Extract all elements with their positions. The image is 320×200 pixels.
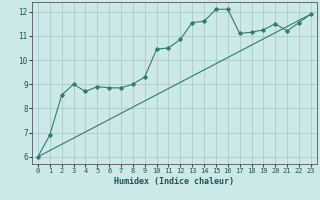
X-axis label: Humidex (Indice chaleur): Humidex (Indice chaleur) xyxy=(115,177,234,186)
